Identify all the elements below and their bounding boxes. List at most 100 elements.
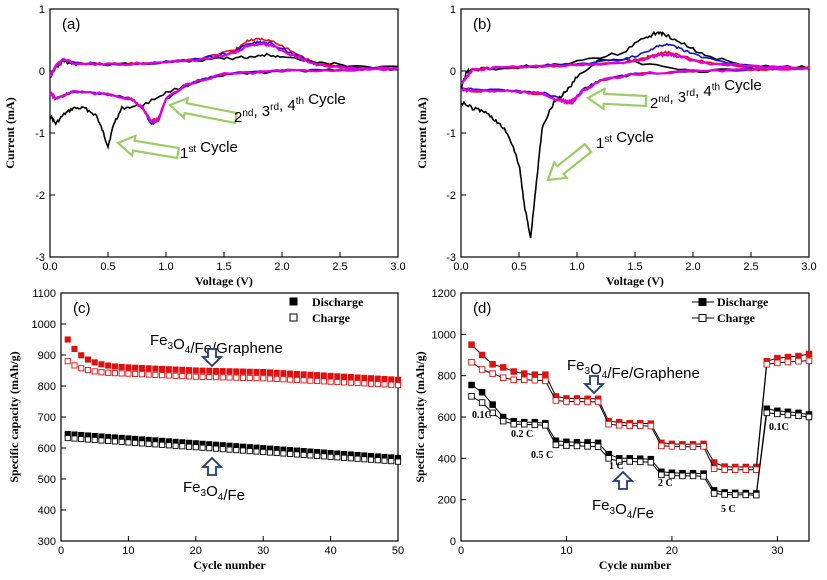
data-point [172,372,179,379]
y-axis-title: Specific capacity (mAh/g) [413,351,427,482]
x-tick-label: 1.0 [569,261,584,273]
annotation-1st-cycle: 1st Cycle [596,129,654,152]
data-point [233,447,240,454]
series-line-4 [48,41,399,124]
data-point [192,367,199,374]
data-point [300,371,307,378]
data-point [510,368,517,375]
data-point [239,368,247,375]
data-point [125,364,132,371]
x-tick-label: 0 [58,545,64,557]
y-tick-label: 1200 [432,288,456,300]
y-tick-label: 800 [38,381,56,393]
data-point [246,368,253,375]
data-point [314,377,321,385]
chart-c: 0 10 20 30 40 50 300 400 500 600 700 800 900 1000 1100… [7,288,404,572]
data-point [111,370,118,377]
data-point [347,455,354,462]
x-tick-label: 0.5 [511,261,526,273]
data-point [172,442,179,449]
data-point [763,361,771,368]
arrow-shape [200,348,224,368]
data-point [388,376,395,383]
data-point [192,444,199,451]
data-point [64,358,71,365]
data-point [206,445,213,452]
data-point [521,370,528,377]
data-point [307,371,314,378]
data-point [287,450,294,457]
arrow-fe [611,470,635,490]
annotation-part: Fe [567,357,585,374]
data-point [753,466,760,473]
data-point [381,375,388,383]
data-point [64,435,71,442]
data-point [367,380,375,387]
data-point [478,351,486,359]
y-tick-label: -2 [35,190,45,202]
data-point [367,375,375,382]
data-point [679,472,686,480]
y-tick-label: 400 [38,505,56,517]
data-point [287,370,294,377]
data-point [341,379,348,386]
data-point [199,444,206,451]
data-point [573,442,581,450]
data-point [314,372,321,379]
data-point [805,413,813,421]
data-point [300,377,307,384]
annotation-part: nd [658,94,669,105]
data-point [219,446,226,453]
data-point [347,379,354,386]
data-point [647,459,655,466]
annotation-part: 2 [650,95,658,112]
data-point [347,374,354,381]
data-point [381,457,388,464]
y-tick-label: 1 [450,4,456,16]
data-point [354,379,361,387]
data-point [226,374,233,381]
rate-label: 1 C [609,461,624,472]
y-tick-label: 1000 [32,319,56,331]
y-tick-label: 1 [39,4,45,16]
data-point [71,362,78,369]
data-point [266,375,273,382]
data-point [774,410,781,418]
annotation-part: 3 [168,341,174,352]
x-tick-label: 2.0 [274,261,289,273]
data-point [710,465,718,472]
data-point [118,370,125,377]
data-point [226,368,233,375]
data-point [668,443,676,450]
data-point [165,372,172,379]
data-point [91,359,98,366]
rate-label: 0.5 C [531,450,553,461]
annotation-2nd-3rd-4th-cycle: 2nd, 3rd, 4th Cycle [650,77,762,112]
x-tick-label: 10 [560,545,572,557]
legend-label-discharge: Discharge [312,295,364,309]
data-point [152,365,159,372]
data-point [510,420,517,428]
data-point [84,356,92,363]
data-point [233,374,240,381]
data-point [721,466,728,473]
y-tick-label: 900 [38,350,56,362]
data-point [307,377,314,384]
data-point [689,472,697,480]
data-point [615,422,623,429]
y-tick-label: 500 [38,474,56,486]
panel-label: (d) [473,300,491,317]
data-point [152,371,159,378]
x-tick-label: 0.0 [453,261,468,273]
data-point [521,420,528,428]
data-point [361,374,368,381]
data-point [334,373,341,380]
x-tick-label: 10 [122,545,134,557]
data-point [489,401,496,408]
annotation-part: st [604,134,612,145]
data-point [637,422,644,429]
data-point [111,438,118,445]
data-point [145,371,152,378]
annotation-part: O [590,361,602,378]
data-point [172,366,179,373]
